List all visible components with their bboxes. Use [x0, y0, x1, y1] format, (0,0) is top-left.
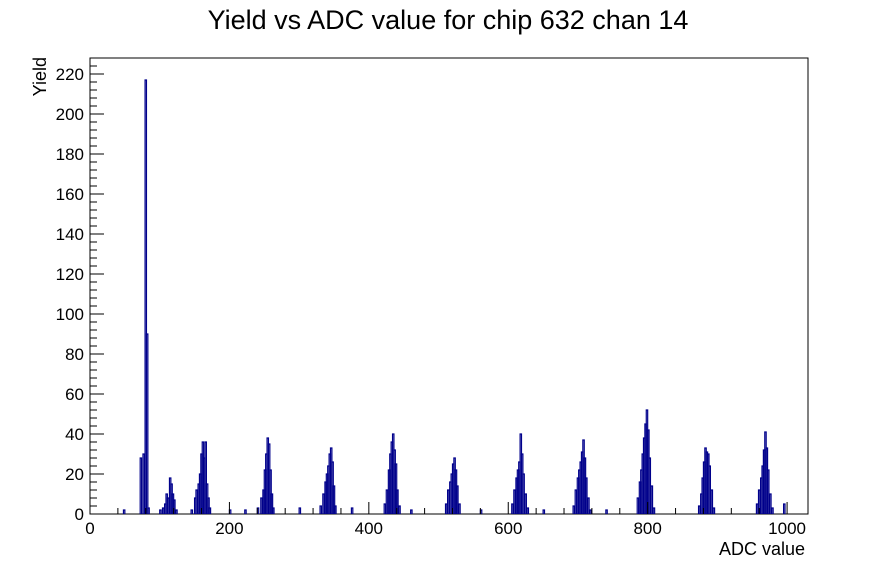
histogram-bin: [139, 457, 143, 514]
histogram-bin: [244, 509, 247, 514]
y-tick-label: 120: [56, 265, 84, 284]
x-tick-label: 0: [85, 519, 94, 538]
histogram-bin: [394, 463, 398, 514]
histogram-bin: [145, 333, 149, 514]
histogram-bin: [204, 441, 208, 514]
histogram-bin: [350, 507, 354, 514]
histogram-bin: [122, 509, 126, 514]
y-tick-label: 220: [56, 65, 84, 84]
histogram-bin: [334, 505, 337, 514]
y-tick-label: 0: [75, 505, 84, 524]
histogram-bin: [513, 489, 516, 514]
histogram-bin: [766, 469, 770, 514]
histogram-bin: [159, 509, 162, 514]
histogram-bin: [542, 509, 546, 514]
histogram-bin: [710, 489, 714, 514]
y-tick-label: 80: [65, 345, 84, 364]
chart-title: Yield vs ADC value for chip 632 chan 14: [208, 5, 689, 35]
histogram-bin: [322, 493, 325, 514]
x-tick-label: 1000: [768, 519, 806, 538]
histogram-bin: [190, 509, 194, 514]
histogram-bin: [511, 503, 514, 514]
histogram-bin: [783, 503, 786, 514]
y-tick-label: 200: [56, 105, 84, 124]
histogram-bin: [166, 497, 170, 514]
x-axis-label: ADC value: [719, 539, 805, 559]
histogram-bin: [697, 505, 701, 514]
histogram-bin: [757, 489, 761, 514]
histogram-bin: [526, 507, 530, 514]
histogram-series: [122, 79, 786, 514]
histogram-bin: [587, 497, 590, 514]
histogram-bin: [269, 469, 272, 514]
histogram-bin: [142, 453, 145, 514]
histogram-bin: [522, 473, 525, 514]
y-axis-label: Yield: [30, 57, 50, 96]
histogram-bin: [208, 507, 212, 514]
x-tick-label: 800: [633, 519, 661, 538]
y-tick-label: 20: [65, 465, 84, 484]
histogram-bin: [270, 493, 274, 514]
y-tick-label: 100: [56, 305, 84, 324]
axes: 0 200 400 600 800 1000 0 20 40 60 80 100 120 140 160 18…: [56, 57, 806, 538]
histogram-bin: [195, 489, 198, 514]
histogram-bin: [636, 497, 640, 514]
y-tick-label: 60: [65, 385, 84, 404]
histogram-bin: [272, 507, 275, 514]
histogram-bin: [444, 503, 448, 514]
histogram-bin: [648, 457, 652, 514]
x-tick-label: 200: [215, 519, 243, 538]
histogram-bin: [712, 507, 716, 514]
histogram-bin: [652, 507, 656, 514]
histogram-bin: [173, 499, 176, 514]
histogram-bin: [574, 489, 578, 514]
histogram-bin: [572, 505, 576, 514]
histogram-bin: [589, 509, 592, 514]
histogram-bin: [456, 485, 459, 514]
y-tick-label: 40: [65, 425, 84, 444]
histogram-bin: [771, 507, 774, 514]
histogram-bin: [708, 465, 712, 514]
histogram-bin: [319, 505, 323, 514]
histogram-bin: [447, 489, 450, 514]
histogram-bin: [769, 493, 772, 514]
histogram-bin: [161, 507, 165, 514]
histogram-bin: [385, 489, 389, 514]
histogram-bin: [398, 505, 401, 514]
histogram-bin: [524, 493, 527, 514]
histogram-bin: [585, 477, 588, 514]
histogram-bin: [458, 503, 461, 514]
histogram-bin: [383, 503, 387, 514]
y-tick-label: 160: [56, 185, 84, 204]
x-tick-label: 400: [355, 519, 383, 538]
histogram-bin: [605, 509, 608, 514]
histogram-bin: [260, 497, 263, 514]
histogram-bin: [147, 507, 150, 514]
x-tick-label: 600: [494, 519, 522, 538]
y-tick-label: 140: [56, 225, 84, 244]
histogram-bin: [650, 485, 654, 514]
y-tick-label: 180: [56, 145, 84, 164]
histogram-bin: [755, 503, 759, 514]
histogram-bin: [410, 509, 413, 514]
histogram-bin: [144, 79, 148, 514]
histogram-bin: [298, 507, 302, 514]
histogram-bin: [175, 509, 178, 514]
histogram-bin: [396, 489, 399, 514]
histogram-bin: [332, 485, 336, 514]
histogram-bin: [207, 497, 210, 514]
